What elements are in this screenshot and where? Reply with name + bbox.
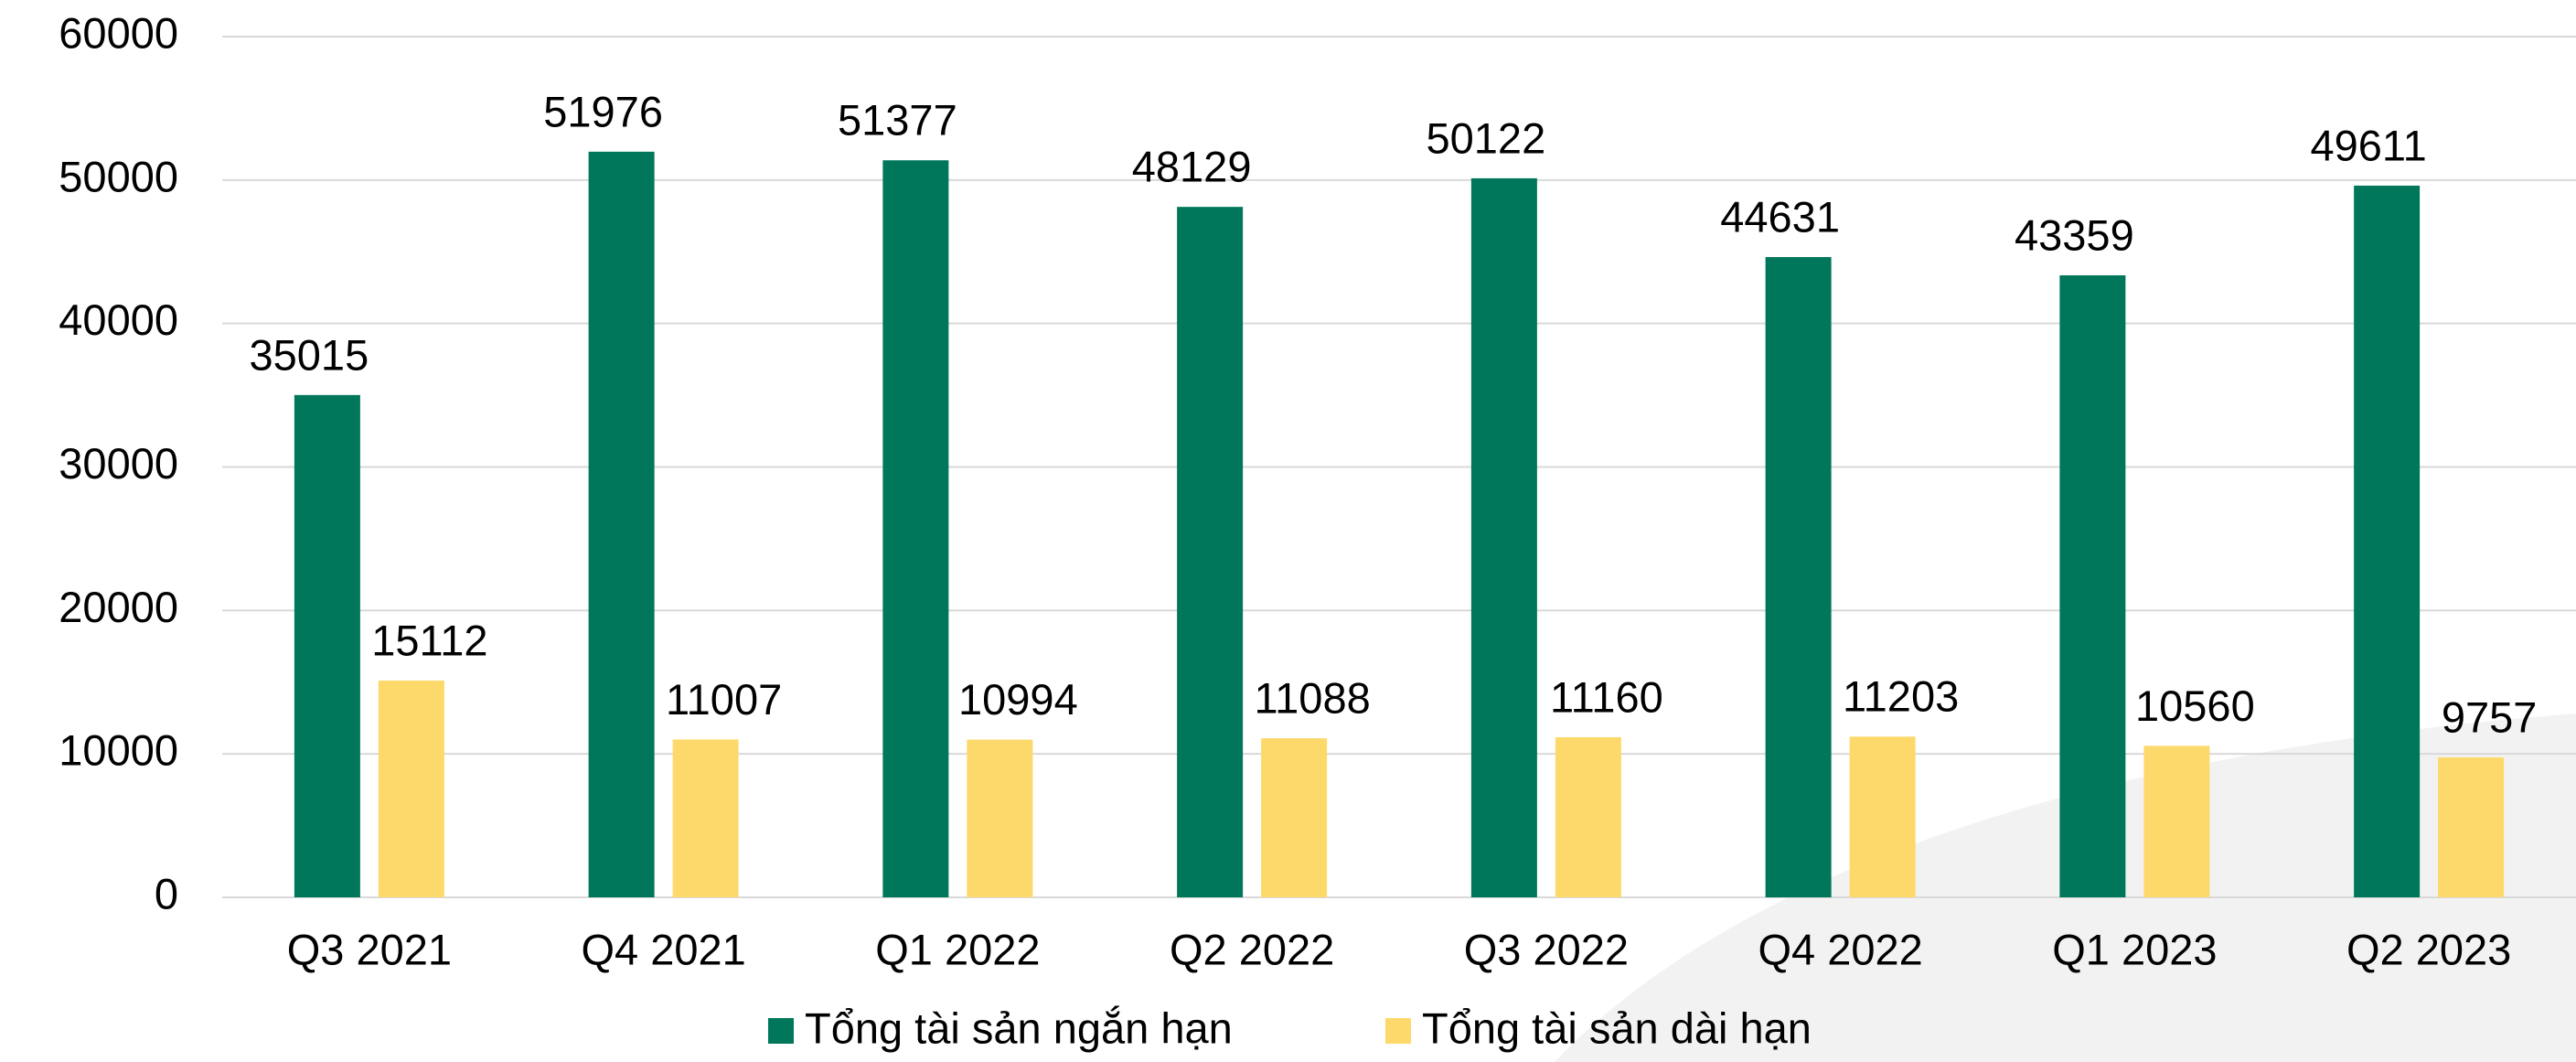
y-tick-label: 0	[155, 869, 178, 917]
data-label: 10994	[958, 675, 1078, 724]
bar	[967, 739, 1033, 897]
x-tick-label: Q2 2023	[2346, 925, 2511, 973]
data-label: 11007	[666, 675, 782, 724]
x-tick-label: Q3 2021	[287, 925, 452, 973]
legend-label: Tổng tài sản ngắn hạn	[805, 1003, 1233, 1052]
bar	[2354, 185, 2421, 897]
legend-swatch	[768, 1018, 794, 1044]
x-tick-label: Q4 2022	[1758, 925, 1922, 973]
data-label: 48129	[1132, 143, 1252, 191]
bar	[1470, 177, 1537, 897]
data-label: 35015	[250, 330, 369, 379]
bar	[1555, 736, 1621, 897]
bar	[2438, 756, 2505, 897]
data-label: 11088	[1255, 674, 1371, 723]
x-tick-label: Q1 2023	[2052, 925, 2217, 973]
data-label: 51976	[543, 87, 663, 135]
data-label: 50122	[1427, 113, 1546, 162]
y-tick-label: 20000	[59, 583, 178, 631]
data-label: 43359	[2015, 210, 2134, 259]
bar	[672, 739, 739, 897]
bar	[378, 680, 444, 897]
bar	[294, 394, 360, 897]
bar	[2143, 746, 2210, 897]
legend-swatch	[1385, 1018, 1411, 1044]
bar	[588, 151, 655, 897]
y-tick-label: 40000	[59, 295, 178, 344]
data-label: 49611	[2311, 121, 2427, 169]
data-label: 11160	[1550, 672, 1663, 721]
data-label: 9757	[2442, 692, 2538, 741]
x-tick-label: Q4 2021	[581, 925, 745, 973]
data-label: 15112	[371, 616, 487, 664]
data-label: 10560	[2135, 681, 2255, 730]
y-tick-label: 30000	[59, 439, 178, 488]
data-label: 44631	[1720, 192, 1840, 241]
bar	[2059, 274, 2126, 898]
bar	[1849, 736, 1916, 897]
data-label: 51377	[838, 96, 957, 145]
x-tick-label: Q3 2022	[1464, 925, 1629, 973]
y-tick-label: 50000	[59, 152, 178, 200]
data-label: 11203	[1843, 672, 1959, 721]
x-tick-label: Q1 2022	[875, 925, 1040, 973]
legend-label: Tổng tài sản dài hạn	[1422, 1003, 1812, 1052]
bar	[882, 160, 949, 898]
y-tick-label: 10000	[59, 726, 178, 775]
bar	[1261, 738, 1328, 897]
bar	[1765, 257, 1832, 898]
x-tick-label: Q2 2022	[1170, 925, 1334, 973]
bar	[1177, 207, 1244, 897]
y-tick-label: 60000	[59, 8, 178, 57]
